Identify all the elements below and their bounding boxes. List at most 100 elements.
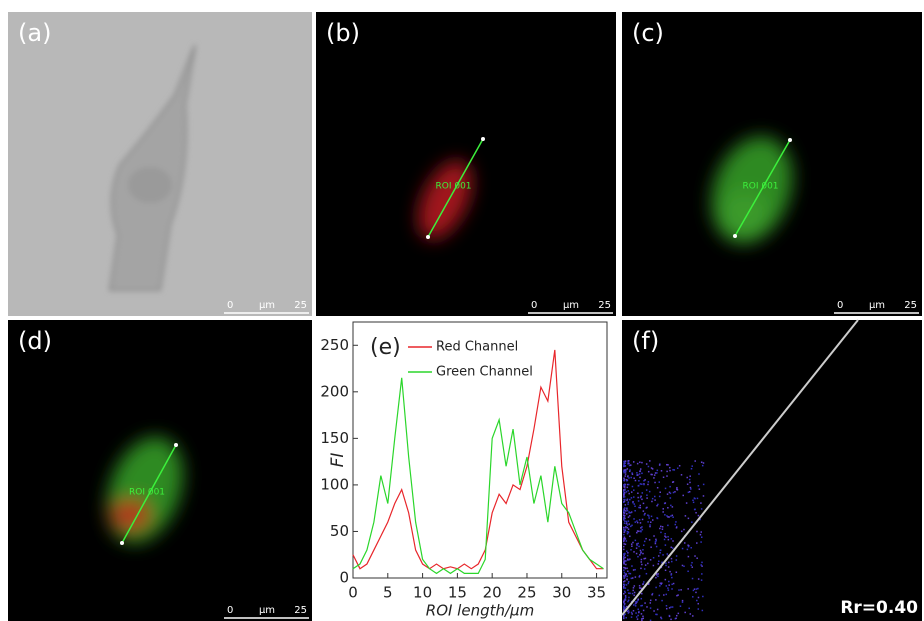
- speckle: [637, 496, 639, 499]
- speckle: [670, 560, 673, 563]
- speckle: [653, 535, 655, 537]
- speckle: [640, 558, 643, 561]
- speckle: [636, 601, 638, 603]
- speckle: [687, 545, 690, 548]
- speckle: [653, 610, 655, 612]
- speckle: [665, 564, 667, 567]
- speckle: [633, 496, 635, 498]
- speckle: [623, 484, 625, 486]
- speckle: [670, 573, 673, 575]
- speckle: [623, 538, 625, 541]
- speckle: [660, 531, 662, 534]
- speckle: [623, 536, 626, 538]
- panel-label: (b): [326, 19, 360, 47]
- speckle: [623, 555, 625, 558]
- speckle: [672, 469, 674, 471]
- speckle: [623, 514, 625, 517]
- scale-end: 25: [904, 300, 917, 311]
- y-tick-label: 50: [330, 522, 349, 540]
- speckle: [636, 474, 638, 476]
- speckle: [641, 461, 643, 464]
- roi-end: [733, 234, 737, 238]
- speckle: [643, 479, 645, 482]
- speckle: [631, 565, 633, 567]
- speckle: [627, 599, 630, 601]
- speckle: [644, 564, 647, 566]
- speckle: [633, 477, 635, 479]
- speckle: [640, 551, 642, 553]
- speckle: [625, 491, 628, 493]
- speckle: [623, 566, 625, 569]
- y-axis-label: FI: [328, 453, 348, 468]
- speckle: [623, 553, 626, 556]
- speckle: [636, 618, 639, 620]
- speckle: [624, 543, 627, 546]
- speckle: [629, 498, 631, 501]
- speckle: [629, 470, 631, 473]
- roi-line: [734, 139, 791, 237]
- red-channel-image: [316, 12, 616, 316]
- speckle: [629, 558, 631, 560]
- speckle: [667, 587, 669, 589]
- speckle: [633, 489, 635, 491]
- speckle: [623, 540, 625, 543]
- speckle: [682, 494, 684, 497]
- speckle: [623, 533, 625, 536]
- speckle: [671, 583, 673, 586]
- scale-end: 25: [294, 605, 307, 616]
- speckle: [633, 591, 636, 594]
- speckle: [665, 562, 667, 564]
- speckle: [670, 546, 673, 549]
- speckle: [665, 593, 668, 596]
- speckle: [635, 552, 638, 555]
- speckle: [638, 519, 641, 521]
- speckle: [630, 464, 632, 466]
- speckle: [639, 470, 641, 473]
- speckle: [660, 470, 663, 472]
- speckle: [640, 495, 642, 498]
- speckle: [672, 481, 675, 483]
- speckle: [646, 606, 648, 608]
- x-tick-label: 0: [348, 584, 358, 602]
- speckle: [648, 517, 650, 519]
- speckle: [634, 521, 637, 523]
- speckle: [623, 608, 625, 610]
- speckle: [683, 542, 686, 544]
- speckle: [693, 508, 696, 511]
- speckle: [641, 619, 643, 621]
- speckle: [658, 594, 661, 597]
- speckle: [661, 561, 663, 564]
- speckle: [623, 477, 625, 480]
- speckle: [668, 580, 670, 583]
- speckle: [666, 475, 668, 477]
- speckle: [663, 594, 665, 596]
- speckle: [626, 526, 629, 529]
- speckle: [642, 609, 645, 612]
- speckle: [635, 616, 638, 618]
- speckle: [697, 608, 700, 610]
- speckle: [627, 483, 630, 486]
- speckle: [681, 599, 684, 602]
- speckle: [645, 572, 648, 575]
- speckle: [659, 585, 661, 587]
- speckle: [662, 508, 664, 510]
- speckle: [661, 599, 663, 602]
- speckle: [640, 530, 642, 533]
- speckle: [694, 460, 696, 462]
- speckle: [624, 489, 626, 491]
- speckle: [623, 543, 625, 545]
- scale-end: 25: [598, 300, 611, 311]
- speckle: [648, 539, 651, 541]
- speckle: [683, 565, 685, 568]
- speckle: [626, 578, 628, 580]
- panel-label: (a): [18, 19, 51, 47]
- speckle: [650, 473, 652, 476]
- speckle: [638, 574, 641, 577]
- speckle: [631, 473, 634, 476]
- speckle: [625, 573, 627, 575]
- speckle: [641, 492, 644, 494]
- speckle: [700, 508, 703, 510]
- speckle: [626, 513, 628, 515]
- speckle: [654, 481, 656, 484]
- speckle: [628, 512, 630, 514]
